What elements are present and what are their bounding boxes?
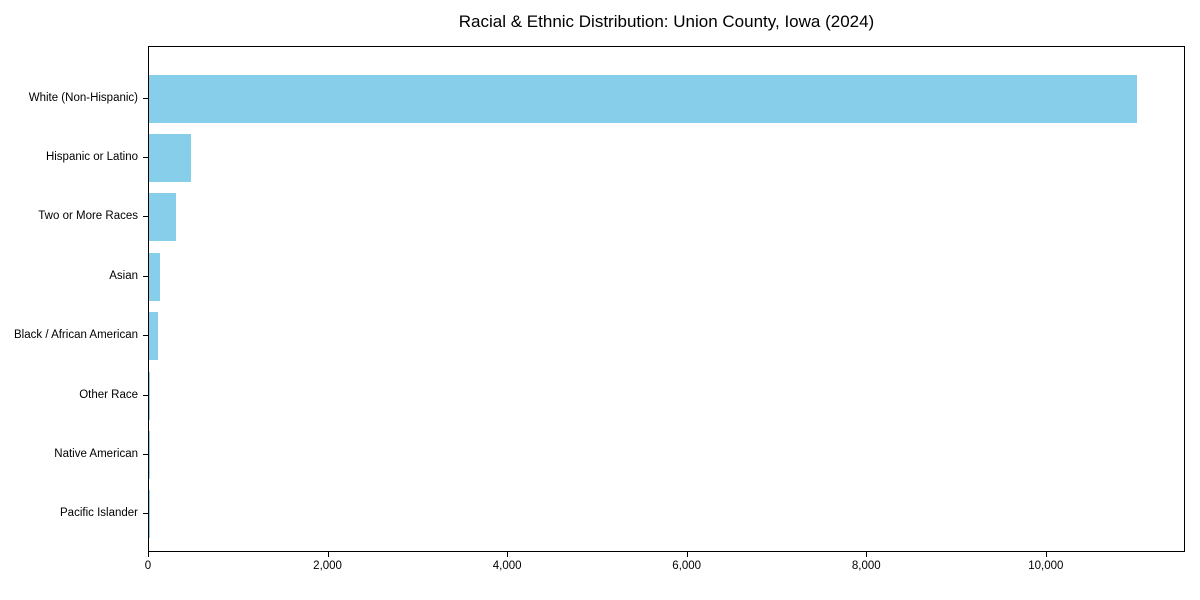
x-tick-mark: [866, 552, 868, 557]
x-tick-mark: [1045, 552, 1047, 557]
y-tick-mark: [143, 275, 148, 277]
y-tick-mark: [143, 394, 148, 396]
y-axis-label: White (Non-Hispanic): [28, 91, 138, 104]
x-tick-label: 10,000: [1028, 560, 1064, 572]
y-axis-label: Pacific Islander: [60, 507, 138, 520]
x-tick-label: 8,000: [851, 560, 881, 572]
y-tick-mark: [143, 453, 148, 455]
x-tick-label: 2,000: [313, 560, 342, 572]
bar-asian: [149, 252, 160, 301]
y-axis-label: Asian: [109, 269, 138, 282]
bar-black-african-american: [149, 312, 158, 361]
y-tick-mark: [143, 335, 148, 337]
x-tick-label: 6,000: [672, 560, 702, 572]
y-tick-mark: [143, 216, 148, 218]
plot-area: [148, 46, 1185, 552]
y-axis-label: Black / African American: [14, 329, 138, 342]
y-tick-mark: [143, 157, 148, 159]
x-tick-label: 0: [144, 560, 152, 572]
bar-other-race: [149, 371, 151, 420]
y-axis-label: Native American: [54, 447, 138, 460]
y-axis-label: Hispanic or Latino: [45, 151, 138, 164]
y-tick-mark: [143, 513, 148, 515]
bar-white-non-hispanic: [149, 74, 1137, 123]
x-tick-mark: [686, 552, 688, 557]
x-tick-mark: [327, 552, 329, 557]
x-tick-mark: [507, 552, 509, 557]
y-axis-label: Other Race: [79, 388, 138, 401]
chart-title: Racial & Ethnic Distribution: Union Coun…: [458, 12, 875, 31]
bar-native-american: [149, 430, 150, 479]
bar-hispanic-or-latino: [149, 134, 192, 183]
x-tick-mark: [148, 552, 149, 557]
y-tick-mark: [143, 97, 148, 99]
bar-two-or-more-races: [149, 193, 176, 242]
x-tick-label: 4,000: [492, 560, 522, 572]
y-axis-label: Two or More Races: [38, 210, 138, 223]
